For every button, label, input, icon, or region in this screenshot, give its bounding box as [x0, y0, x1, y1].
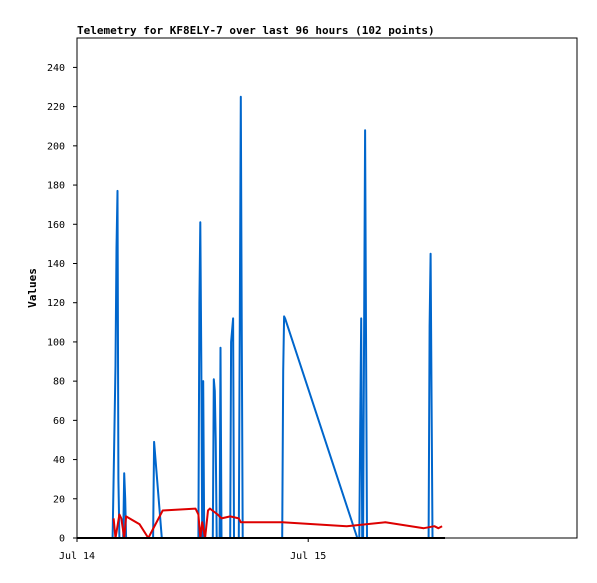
y-tick-label: 20 — [53, 494, 65, 505]
y-tick-label: 60 — [53, 416, 65, 427]
y-tick-label: 220 — [47, 102, 65, 113]
y-tick-label: 180 — [47, 181, 65, 192]
y-tick-label: 100 — [47, 337, 65, 348]
series-line-2 — [112, 507, 443, 539]
y-tick-label: 140 — [47, 259, 65, 270]
y-tick-label: 160 — [47, 220, 65, 231]
y-tick-label: 80 — [53, 377, 65, 388]
y-tick-label: 0 — [59, 534, 65, 545]
series-line-1 — [111, 95, 434, 539]
chart-title: Telemetry for KF8ELY-7 over last 96 hour… — [77, 24, 435, 37]
x-tick-label: Jul 14 — [59, 551, 95, 562]
x-tick-label: Jul 15 — [290, 551, 326, 562]
y-tick-label: 200 — [47, 141, 65, 152]
y-axis-label: Values — [26, 268, 39, 308]
y-tick-label: 120 — [47, 298, 65, 309]
y-tick-label: 240 — [47, 63, 65, 74]
plot-frame — [76, 37, 578, 539]
y-tick-label: 40 — [53, 455, 65, 466]
